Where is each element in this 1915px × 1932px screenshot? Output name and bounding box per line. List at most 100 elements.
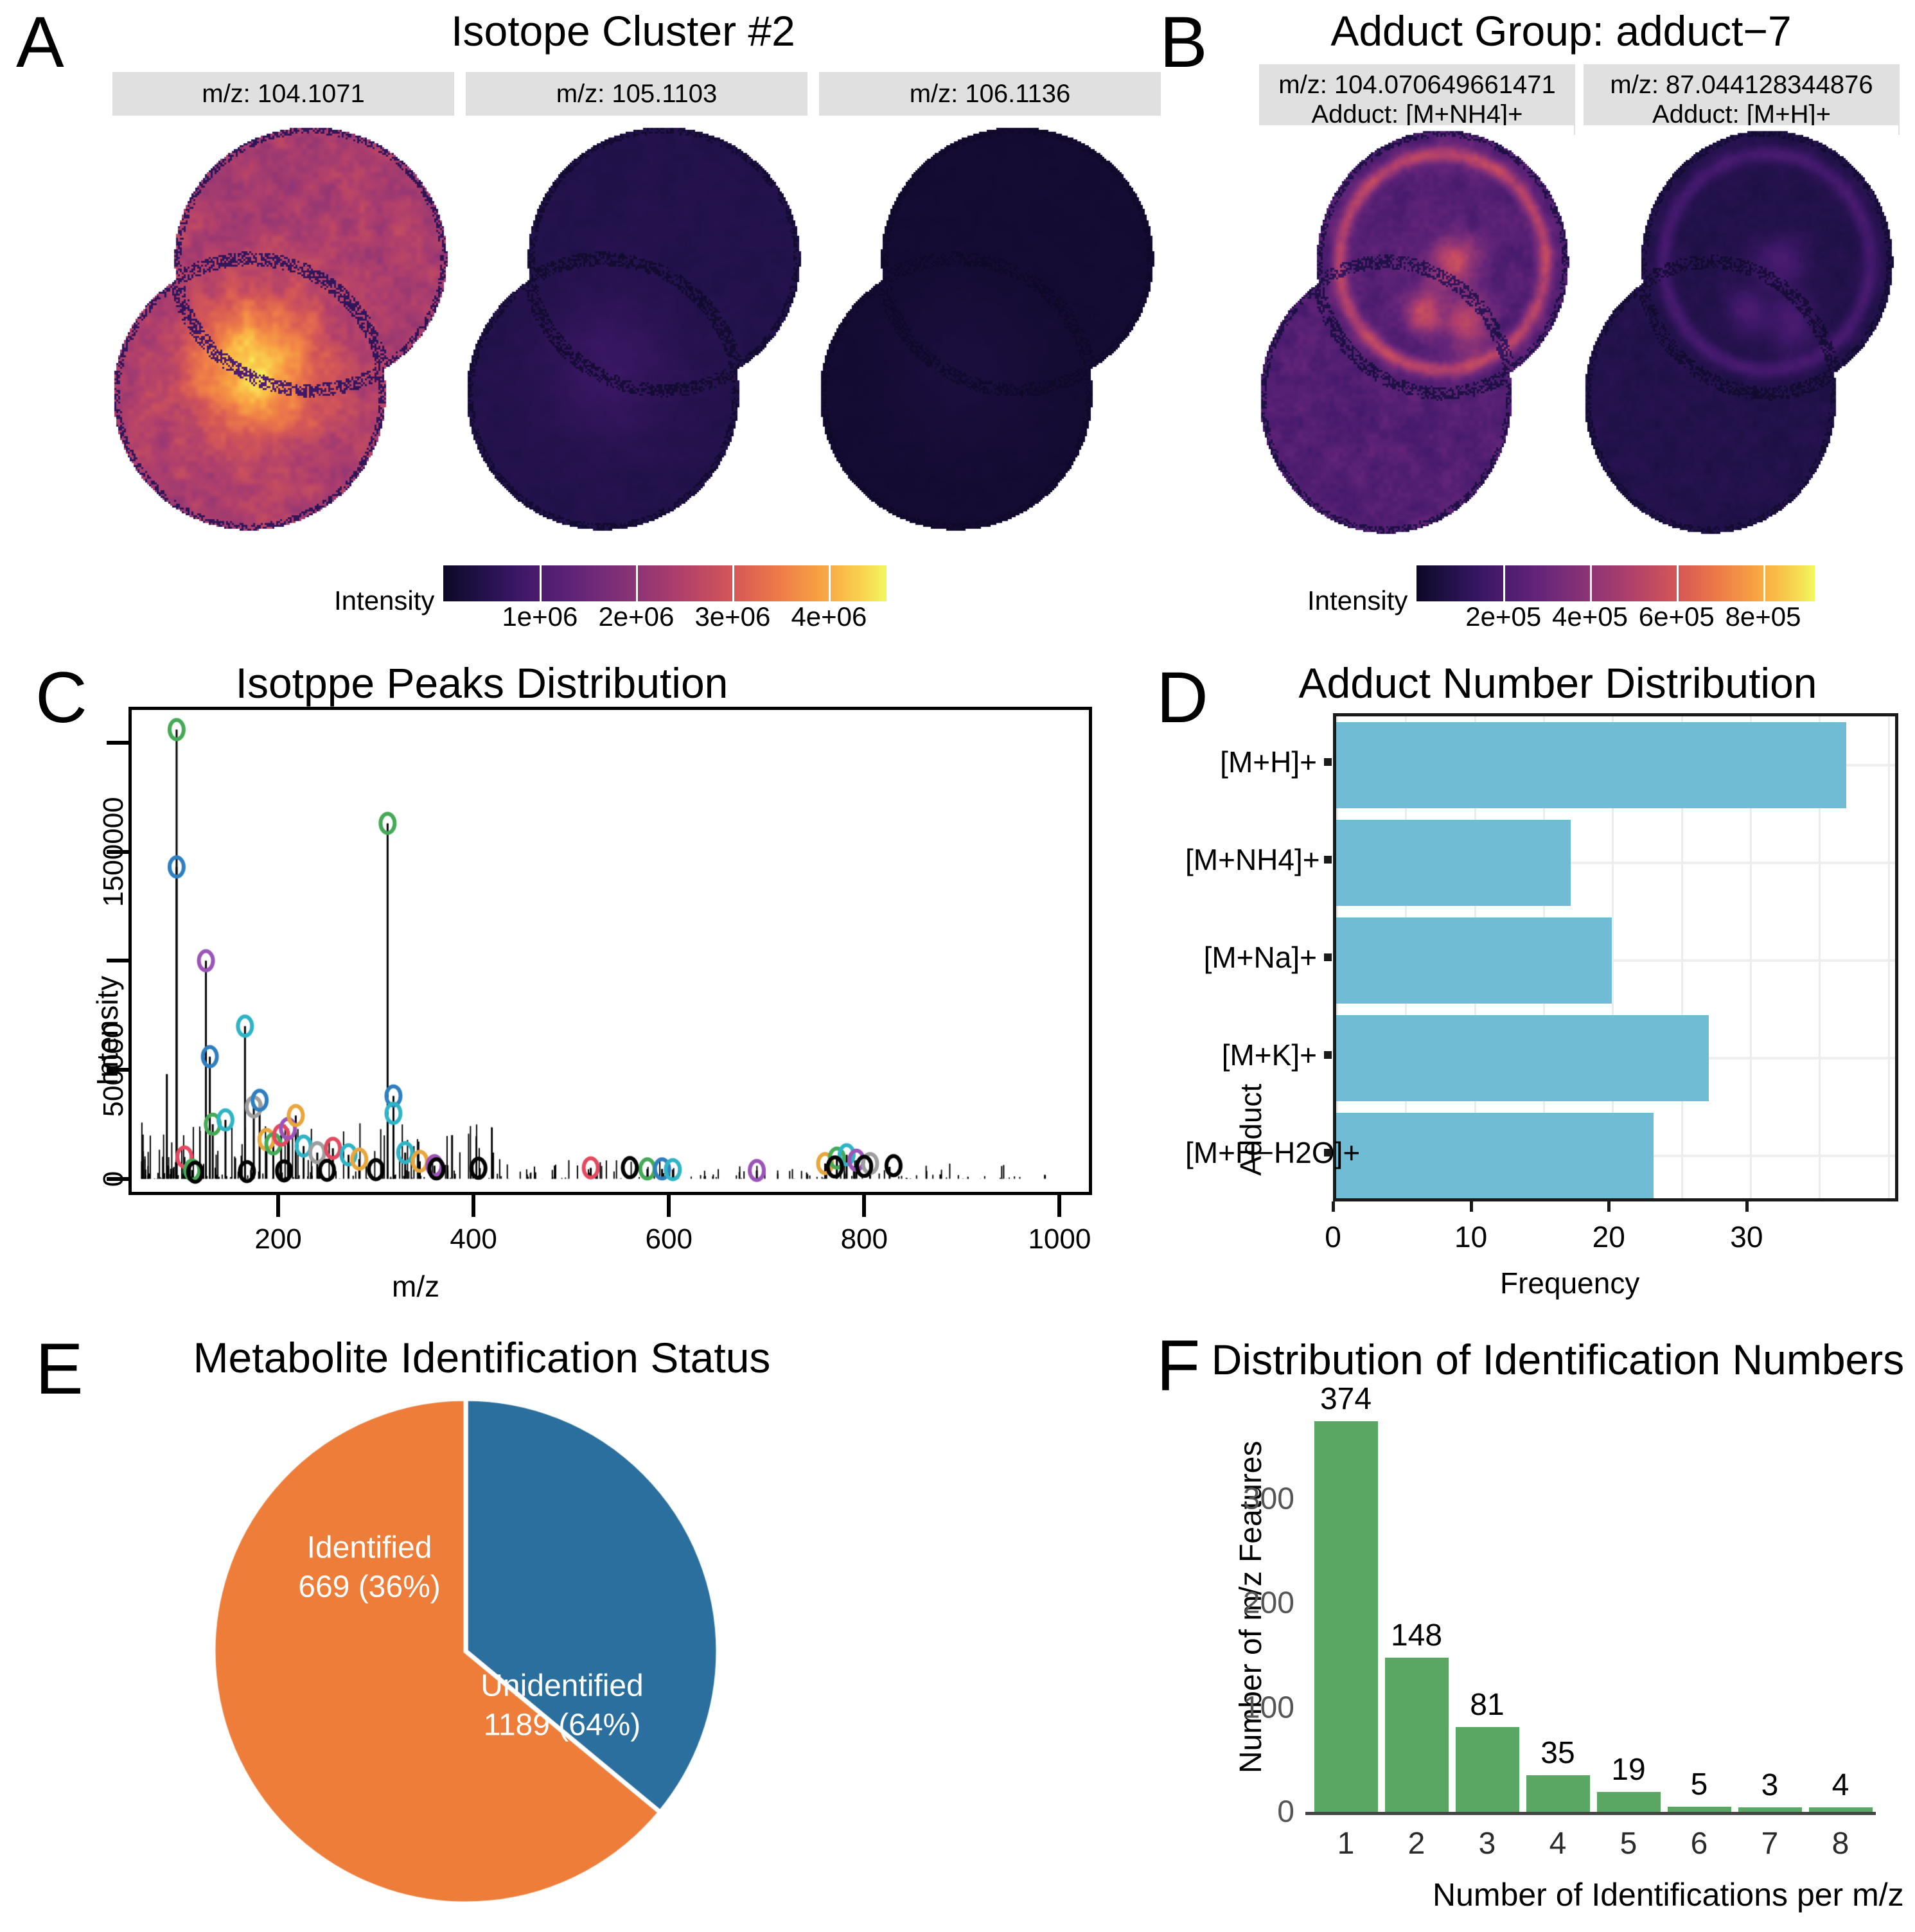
panel-c-x-tick <box>862 1195 867 1217</box>
panel-f-title: Distribution of Identification Numbers <box>1211 1336 1905 1383</box>
panel-d-letter: D <box>1156 657 1208 738</box>
panel-f-bar-value: 19 <box>1611 1753 1646 1787</box>
panel-f-plot-area <box>1310 1394 1876 1812</box>
panel-c-y-tick <box>107 1176 128 1181</box>
colorbar-b: Intensity 2e+05 4e+05 6e+05 8e+05 <box>1307 565 1815 636</box>
panel-c-x-tick-label: 800 <box>840 1223 888 1255</box>
panel-c-y-tick-label: 0 <box>98 1171 129 1187</box>
panel-d-category-label: [M+Na]+ <box>1203 941 1317 974</box>
facet-b2-adduct: Adduct: [M+H]+ <box>1652 100 1831 129</box>
colorbar-notch <box>1676 565 1679 601</box>
panel-c-title: Isotppe Peaks Distribution <box>235 659 728 707</box>
facet-strip-a2: m/z: 105.1103 <box>466 72 807 116</box>
panel-c-y-tick-label: 500000 <box>98 1022 129 1117</box>
facet-strip-a1: m/z: 104.1071 <box>112 72 454 116</box>
ion-image-a3 <box>819 122 1160 533</box>
panel-d-tick-dot <box>1324 1149 1332 1157</box>
panel-f-x-tick-label: 2 <box>1408 1827 1425 1861</box>
panel-e-title: Metabolite Identification Status <box>193 1334 771 1381</box>
panel-f-x-tick-label: 3 <box>1478 1827 1496 1861</box>
panel-d-x-tick <box>1469 1201 1473 1212</box>
colorbar-b-label: Intensity <box>1307 585 1408 616</box>
panel-d-bar <box>1336 917 1612 1004</box>
panel-d-category-label: [M+K]+ <box>1221 1038 1317 1072</box>
colorbar-notch <box>540 565 542 601</box>
panel-c-y-tick <box>107 1067 128 1072</box>
panel-f-bar-value: 5 <box>1690 1767 1708 1802</box>
panel-d-x-tick-label: 0 <box>1325 1220 1341 1254</box>
colorbar-notch <box>1763 565 1765 601</box>
panel-f-baseline <box>1305 1812 1876 1815</box>
panel-c-x-tick-label: 200 <box>254 1223 302 1255</box>
panel-f-bar <box>1314 1421 1378 1812</box>
panel-c-x-tick-label: 400 <box>450 1223 497 1255</box>
panel-d-gridline-v <box>1681 716 1683 1198</box>
colorbar-tick-label: 6e+05 <box>1638 601 1715 632</box>
panel-c-x-tick <box>667 1195 671 1217</box>
colorbar-tick-label: 3e+06 <box>694 601 771 632</box>
panel-d-x-tick-label: 20 <box>1592 1220 1625 1254</box>
panel-f-bar-value: 3 <box>1761 1768 1779 1802</box>
panel-d-tick-dot <box>1324 953 1332 961</box>
panel-d-gridline-v <box>1887 716 1890 1198</box>
colorbar-a-ticks: 1e+06 2e+06 3e+06 4e+06 <box>443 601 887 636</box>
panel-b-title: Adduct Group: adduct−7 <box>1330 7 1792 55</box>
panel-c-x-tick <box>276 1195 281 1217</box>
panel-f-bar <box>1455 1727 1519 1812</box>
ion-image-a1 <box>112 122 453 533</box>
panel-d-gridline-v <box>1819 716 1821 1198</box>
colorbar-notch <box>732 565 735 601</box>
colorbar-tick-label: 1e+06 <box>502 601 578 632</box>
panel-c-letter: C <box>35 657 87 738</box>
panel-d-category-label: [M+H]+ <box>1220 745 1317 779</box>
panel-c-y-tick-label: 1500000 <box>98 796 129 907</box>
panel-d-tick-dot <box>1324 1051 1332 1059</box>
panel-d-x-tick <box>1607 1201 1611 1212</box>
panel-c-plot-area <box>128 707 1092 1195</box>
panel-f-bar-value: 35 <box>1540 1736 1575 1771</box>
panel-f-bar <box>1738 1807 1802 1812</box>
panel-f-x-tick-label: 6 <box>1690 1827 1708 1861</box>
panel-c: C Isotppe Peaks Distribution Intensity m… <box>0 649 1150 1324</box>
panel-f-bar-value: 148 <box>1390 1618 1443 1653</box>
colorbar-tick-label: 4e+06 <box>791 601 867 632</box>
panel-f-y-tick-label: 0 <box>1277 1795 1294 1829</box>
panel-d-x-tick <box>1332 1201 1335 1212</box>
panel-d-category-label: [M+H−H2O]+ <box>1185 1136 1361 1169</box>
panel-f-bar-value: 374 <box>1319 1382 1372 1417</box>
panel-d: D Adduct Number Distribution Adduct Freq… <box>1150 649 1915 1324</box>
panel-c-y-tick-minor <box>107 740 128 745</box>
panel-f-x-tick-label: 4 <box>1549 1827 1567 1861</box>
colorbar-notch <box>1589 565 1592 601</box>
facet-strip-b2: m/z: 87.044128344876 Adduct: [M+H]+ <box>1584 64 1900 135</box>
panel-d-gridline-v <box>1612 716 1614 1198</box>
panel-d-x-tick-label: 10 <box>1454 1220 1488 1254</box>
facet-strip-b1: m/z: 104.070649661471 Adduct: [M+NH4]+ <box>1259 64 1575 135</box>
ion-image-b1 <box>1259 125 1574 536</box>
panel-d-bar <box>1336 820 1571 906</box>
colorbar-a-gradient <box>443 565 887 601</box>
facet-b2-mz: m/z: 87.044128344876 <box>1610 71 1873 99</box>
panel-d-x-tick <box>1745 1201 1749 1212</box>
panel-f-x-tick-label: 5 <box>1619 1827 1637 1861</box>
panel-a: A Isotope Cluster #2 m/z: 104.1071 m/z: … <box>0 0 1188 649</box>
colorbar-a: Intensity 1e+06 2e+06 3e+06 4e+06 <box>334 565 887 636</box>
colorbar-notch <box>829 565 831 601</box>
panel-b-letter: B <box>1160 2 1208 82</box>
panel-d-bar <box>1336 1113 1654 1198</box>
panel-f-letter: F <box>1156 1325 1200 1406</box>
panel-c-x-tick-label: 1000 <box>1028 1223 1091 1255</box>
panel-a-letter: A <box>16 2 64 82</box>
panel-f-x-tick-label: 7 <box>1761 1827 1779 1861</box>
pie-slice-label-identified: Identified 669 (36%) <box>298 1530 441 1604</box>
panel-a-title: Isotope Cluster #2 <box>451 7 795 55</box>
panel-f-bar-value: 81 <box>1470 1688 1505 1723</box>
colorbar-tick-label: 2e+05 <box>1465 601 1542 632</box>
panel-d-gridline-h <box>1336 862 1895 864</box>
facet-strip-a3: m/z: 106.1136 <box>819 72 1161 116</box>
colorbar-a-label: Intensity <box>334 585 435 616</box>
panel-f-bar <box>1526 1775 1590 1812</box>
colorbar-tick-label: 4e+05 <box>1552 601 1628 632</box>
panel-d-tick-dot <box>1324 856 1332 864</box>
panel-f-y-tick-label: 300 <box>1242 1482 1294 1516</box>
